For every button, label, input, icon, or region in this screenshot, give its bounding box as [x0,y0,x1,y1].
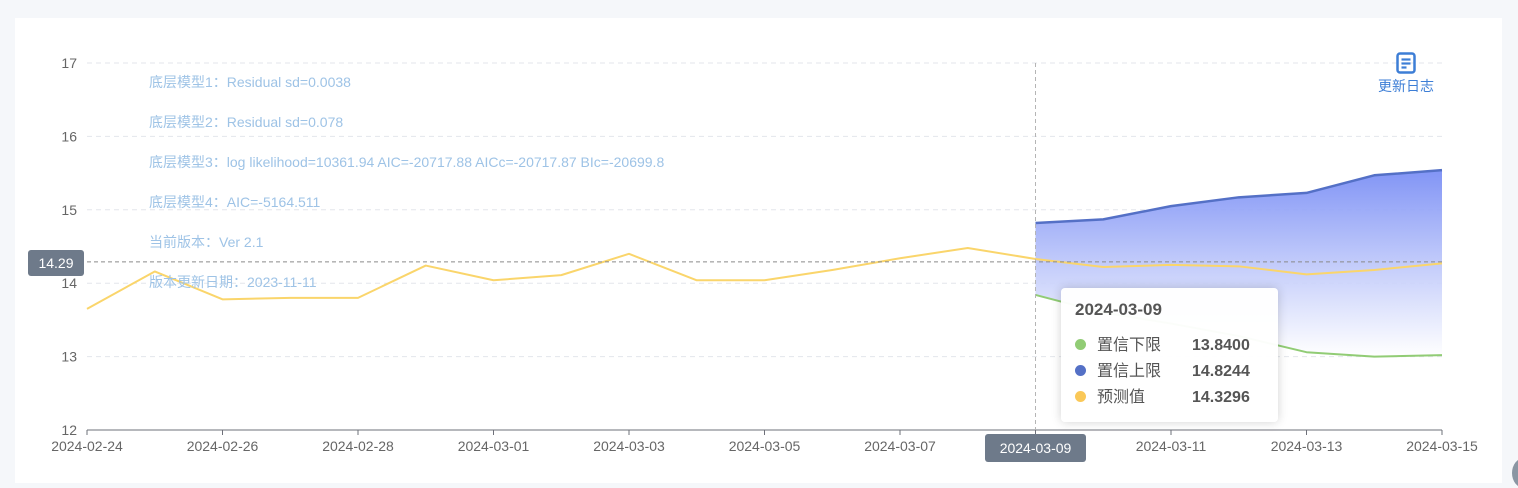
tooltip-series-name: 预测值 [1097,389,1146,406]
legend-dot-icon [1075,390,1086,402]
tooltip-series-value: 13.8400 [1192,337,1250,354]
legend-dot-icon [1075,364,1086,376]
y-axis-pointer-label: 14.29 [28,250,84,276]
upper-bound-line [1035,168,1443,225]
x-tick-label: 2024-02-28 [322,438,394,454]
model-info-line: 底层模型4：AIC=-5164.511 [149,194,321,210]
y-tick-label: 12 [61,422,77,438]
x-tick-label: 2024-02-26 [187,438,259,454]
tooltip-row: 置信上限 14.8244 [1075,360,1270,384]
x-tick-label: 2024-03-11 [1136,438,1207,454]
model-info-line: 版本更新日期：2023-11-11 [149,274,317,290]
forecast-line [86,246,1443,310]
tooltip-series-value: 14.8244 [1192,363,1250,380]
x-axis-pointer-label: 2024-03-09 [985,434,1086,462]
x-tick-label: 2024-03-01 [458,438,530,454]
x-tick-label: 2024-03-05 [729,438,801,454]
x-tick-label: 2024-03-03 [593,438,665,454]
y-tick-label: 16 [61,128,77,144]
tooltip-series-value: 14.3296 [1192,389,1250,406]
y-tick-label: 13 [61,349,77,365]
model-info-list: 底层模型1：Residual sd=0.0038 底层模型2：Residual … [149,74,664,314]
y-tick-label: 14 [61,275,77,291]
model-info-line: 底层模型2：Residual sd=0.078 [149,114,344,130]
x-tick-label: 2024-03-15 [1406,438,1478,454]
y-tick-label: 15 [61,202,77,218]
x-tick-label: 2024-02-24 [51,438,123,454]
tooltip-series-name: 置信下限 [1097,337,1162,354]
changelog-button[interactable]: 更新日志 [1371,52,1441,96]
x-tick-label: 2024-03-13 [1271,438,1343,454]
tooltip-series-name: 置信上限 [1097,363,1162,380]
scroll-handle[interactable] [1512,458,1518,488]
legend-dot-icon [1075,338,1086,350]
chart-tooltip: 2024-03-09 置信下限 13.8400 置信上限 14.8244 预测值 14… [1061,288,1278,422]
model-info-line: 当前版本：Ver 2.1 [149,234,264,250]
tooltip-title: 2024-03-09 [1075,300,1162,319]
model-info-line: 底层模型1：Residual sd=0.0038 [149,74,351,90]
x-tick-label: 2024-03-07 [864,438,936,454]
document-icon [1396,52,1416,74]
model-info-line: 底层模型3：log likelihood=10361.94 AIC=-20717… [149,154,665,170]
chart-card: 12 13 14 15 16 17 2024-02-24 2024-02-26 2024-02-… [15,18,1502,483]
changelog-label: 更新日志 [1378,78,1434,94]
y-tick-label: 17 [61,55,77,71]
tooltip-row: 置信下限 13.8400 [1075,334,1270,358]
tooltip-row: 预测值 14.3296 [1075,386,1270,410]
